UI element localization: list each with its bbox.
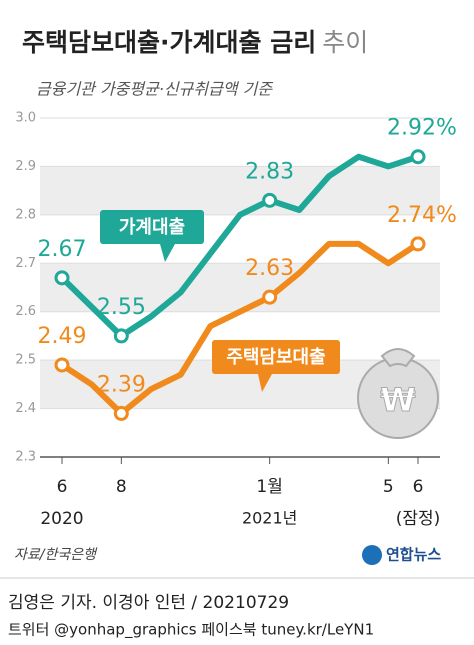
legend-label: 주택담보대출 — [226, 347, 325, 368]
money-bag: ₩ — [357, 348, 439, 439]
data-point — [113, 405, 129, 421]
chart-title: 주택담보대출·가계대출 금리 추이 — [22, 28, 368, 57]
x-tick-label: 6 — [57, 477, 68, 497]
year-label: 2021년 — [242, 509, 297, 528]
year-label: (잠정) — [396, 509, 441, 529]
legend-box — [212, 340, 340, 374]
data-point — [410, 236, 426, 252]
y-tick-label: 2.4 — [15, 401, 36, 416]
data-point — [54, 357, 70, 373]
legend-box — [100, 210, 204, 244]
data-point — [410, 149, 426, 165]
x-tick-label: 8 — [116, 477, 127, 497]
social: 트위터 @yonhap_graphics 페이스북 tuney.kr/LeYN1 — [8, 621, 374, 640]
title-suffix: 추이 — [322, 28, 368, 57]
data-label: 2.83 — [245, 159, 294, 184]
grid-band — [40, 263, 440, 312]
data-label: 2.74% — [387, 203, 457, 228]
y-tick-label: 3.0 — [15, 111, 36, 126]
logo: 연합뉴스 — [386, 546, 441, 564]
x-tick-label: 5 — [383, 477, 394, 497]
y-tick-label: 2.9 — [15, 159, 36, 174]
data-label: 2.92% — [387, 116, 457, 141]
grid-band — [40, 166, 440, 215]
data-label: 2.39 — [97, 372, 146, 397]
year-label: 2020 — [40, 509, 83, 529]
data-label: 2.49 — [38, 324, 87, 349]
y-tick-label: 2.3 — [15, 450, 36, 465]
data-label: 2.67 — [38, 237, 87, 262]
subtitle: 금융기관 가중평균·신규취급액 기준 — [36, 80, 273, 99]
data-point — [54, 270, 70, 286]
legend-pointer — [160, 244, 175, 262]
logo-icon — [362, 545, 382, 565]
y-tick-label: 2.6 — [15, 304, 36, 319]
x-tick-label: 6 — [413, 477, 424, 497]
source: 자료/한국은행 — [14, 547, 98, 563]
legend-label: 가계대출 — [119, 217, 185, 238]
data-label: 2.55 — [97, 295, 146, 320]
data-point — [262, 192, 278, 208]
x-tick-label: 1월 — [256, 477, 282, 497]
data-point — [262, 289, 278, 305]
title-main: 주택담보대출·가계대출 금리 — [22, 28, 316, 57]
byline: 김영은 기자. 이경아 인턴 / 20210729 — [8, 593, 289, 613]
y-tick-label: 2.8 — [15, 207, 36, 222]
y-tick-label: 2.7 — [15, 256, 36, 271]
data-label: 2.63 — [245, 256, 294, 281]
svg-text:₩: ₩ — [380, 381, 415, 419]
data-point — [113, 328, 129, 344]
y-tick-label: 2.5 — [15, 353, 36, 368]
legend-pointer — [258, 374, 272, 392]
